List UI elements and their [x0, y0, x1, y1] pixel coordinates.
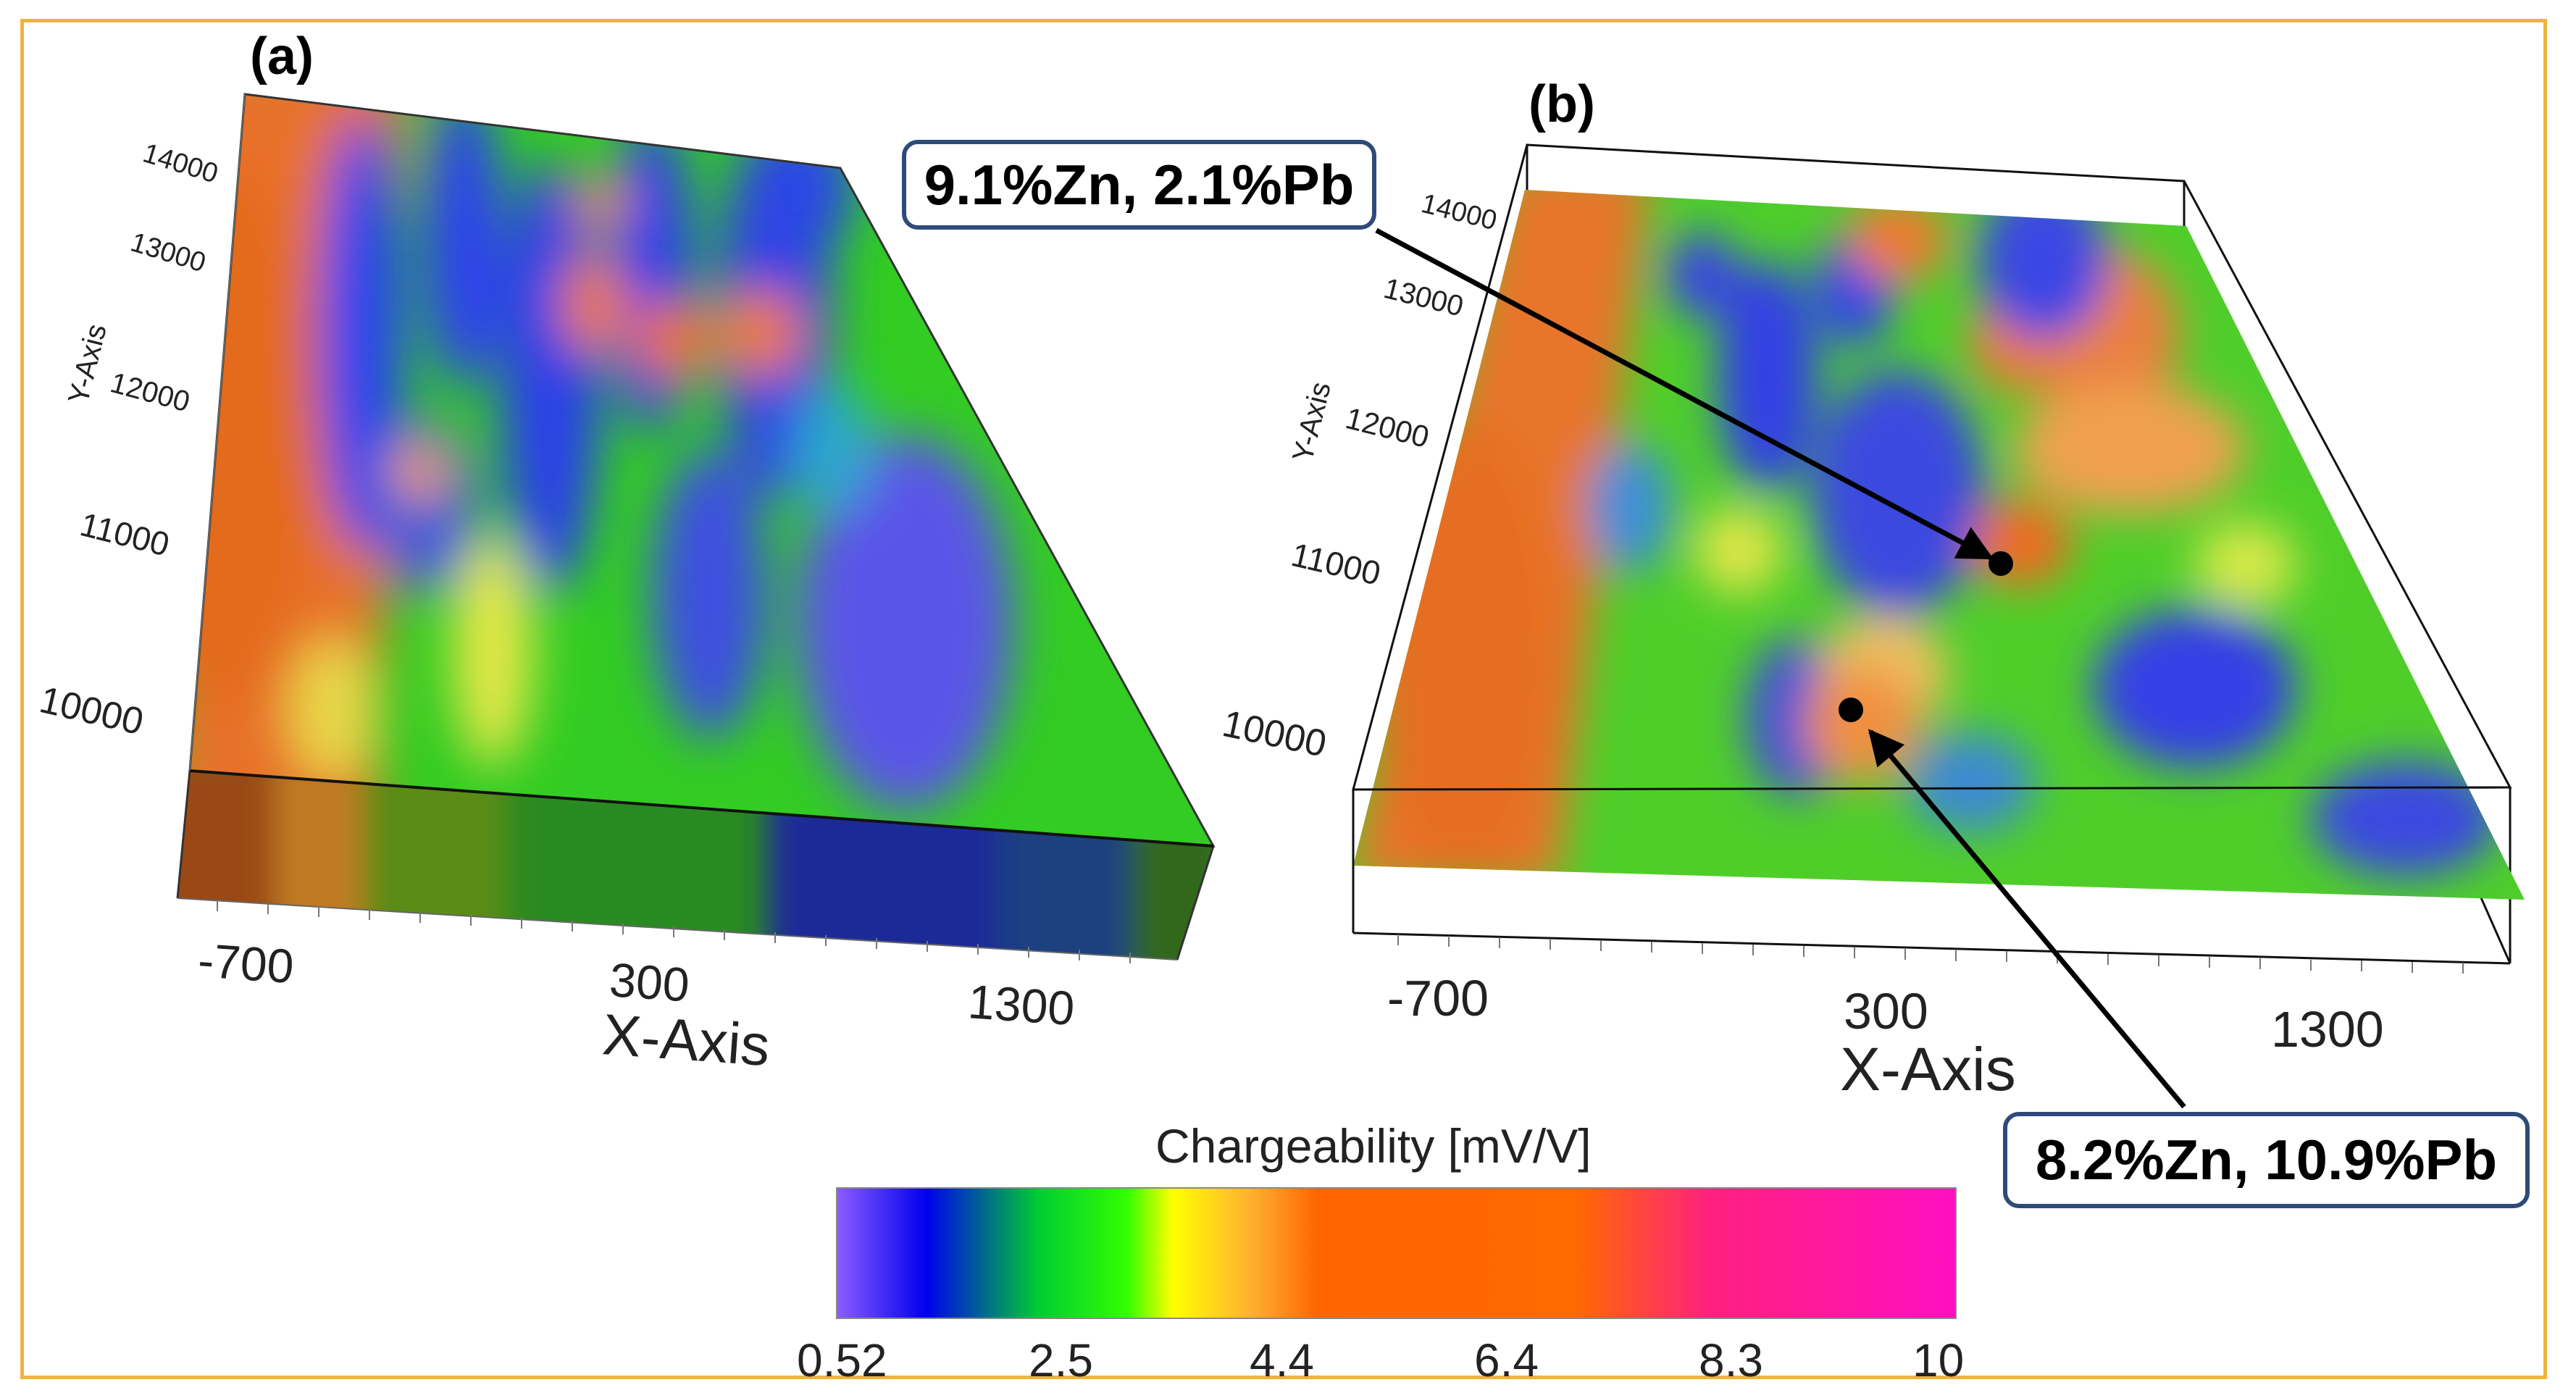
x-tick-label: -700 — [196, 933, 296, 993]
y-tick-label: 13000 — [1381, 272, 1467, 323]
panel-b: 14000 13000 12000 11000 10000 Y-Axis — [1219, 75, 2525, 1109]
colorbar: Chargeability [mV/V] 0.52 2.5 4.4 6.4 8.… — [797, 1119, 1964, 1386]
panel-a-label: (a) — [250, 28, 314, 85]
y-tick-label: 11000 — [77, 505, 173, 564]
x-tick-label: -700 — [1387, 970, 1489, 1026]
colorbar-tick: 8.3 — [1699, 1334, 1763, 1386]
figure-frame — [20, 19, 2547, 1379]
x-tick-label: 1300 — [966, 974, 1076, 1035]
y-tick-label: 10000 — [35, 679, 147, 743]
panel-b-label: (b) — [1529, 75, 1595, 133]
panel-a-right-edge — [1176, 845, 1215, 960]
y-tick-label: 12000 — [107, 367, 193, 418]
sample-point-2 — [1839, 698, 1863, 722]
panel-b-map-surface — [1353, 190, 2525, 900]
annotation-arrow-2 — [1868, 729, 2186, 1109]
y-axis-title: Y-Axis — [1287, 379, 1337, 465]
panel-b-x-axis: -700 300 1300 X-Axis — [1387, 934, 2464, 1103]
panel-a-left-edge — [176, 770, 191, 899]
y-tick-label: 13000 — [127, 227, 209, 278]
y-tick-label: 14000 — [139, 138, 221, 189]
colorbar-gradient — [836, 1187, 1957, 1319]
y-axis-title: Y-Axis — [62, 321, 113, 407]
panel-a-front-top-edge — [189, 769, 1214, 847]
y-tick-label: 11000 — [1288, 535, 1384, 593]
panel-a-x-axis: -700 300 1300 X-Axis — [177, 897, 1178, 1078]
x-axis-title: X-Axis — [601, 1002, 772, 1078]
panel-a: 14000 13000 12000 11000 10000 Y-Axis — [35, 28, 1216, 1078]
annotation-arrow-1 — [1375, 227, 1994, 561]
colorbar-tick: 2.5 — [1029, 1334, 1093, 1386]
colorbar-tick: 6.4 — [1474, 1334, 1539, 1386]
colorbar-tick: 4.4 — [1250, 1334, 1314, 1386]
annotation-callout-2: 8.2%Zn, 10.9%Pb — [2003, 1112, 2530, 1208]
y-tick-label: 14000 — [1418, 188, 1500, 236]
y-tick-label: 12000 — [1342, 401, 1433, 454]
colorbar-title: Chargeability [mV/V] — [1155, 1119, 1592, 1173]
x-axis-title: X-Axis — [1840, 1035, 2016, 1103]
sample-point-1 — [1989, 551, 2013, 576]
x-tick-label: 300 — [608, 953, 691, 1012]
x-tick-label: 300 — [1844, 983, 1928, 1039]
colorbar-tick: 10 — [1912, 1334, 1964, 1386]
x-tick-label: 1300 — [2271, 1001, 2384, 1058]
annotation-callout-1: 9.1%Zn, 2.1%Pb — [902, 140, 1376, 230]
colorbar-tick: 0.52 — [797, 1334, 887, 1386]
panel-a-map-surface — [190, 94, 1213, 846]
y-tick-label: 10000 — [1219, 703, 1331, 766]
